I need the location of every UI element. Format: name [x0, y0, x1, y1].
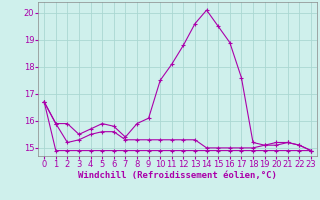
X-axis label: Windchill (Refroidissement éolien,°C): Windchill (Refroidissement éolien,°C) [78, 171, 277, 180]
